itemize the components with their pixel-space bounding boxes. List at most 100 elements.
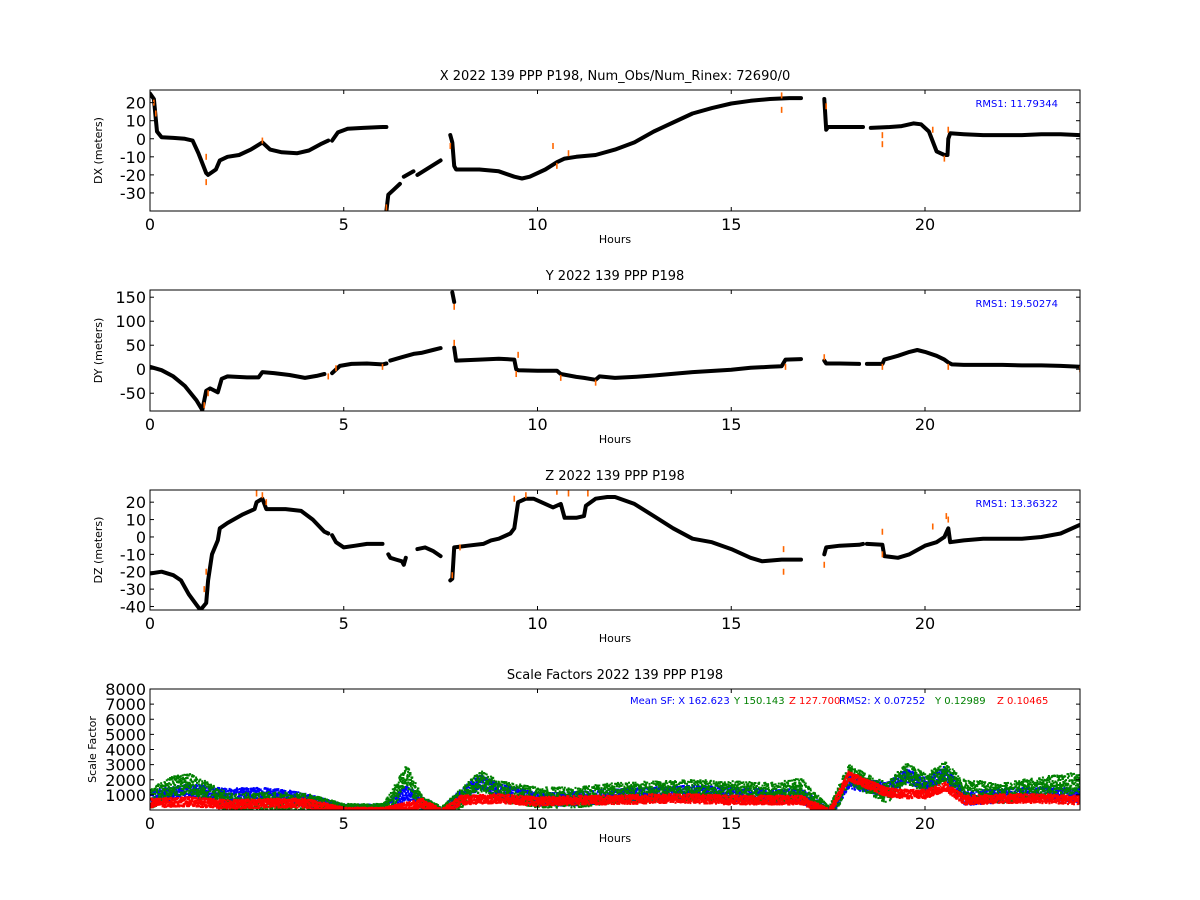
outlier-point-10 [567,490,570,497]
sf-point [179,788,182,791]
sf-point [610,790,613,793]
x-tick-label: 0 [145,215,155,234]
x-tick-label: 0 [145,614,155,633]
sf-point [553,792,556,795]
sf-point [283,789,285,792]
sf-point [223,787,226,790]
sf-point [738,791,741,794]
sf-point [497,783,500,786]
y-tick-label: -30 [120,184,146,203]
y-tick-label: -50 [120,384,146,403]
sf-point [265,787,268,790]
sf-point [574,795,577,798]
sf-point [255,790,258,793]
sf-point [270,790,273,793]
x-tick-label: 10 [527,215,547,234]
sf-point [238,788,241,790]
y-tick-label: -20 [120,166,146,185]
outlier-point-14 [947,363,950,370]
sf-point [470,780,473,783]
series-0-segment-2 [384,181,402,211]
sf-point [406,785,409,788]
sf-point [185,793,188,795]
outlier-point-14 [823,561,826,568]
y-tick-label: 150 [115,288,146,307]
sf-point [845,790,848,793]
outlier-point-1 [207,390,209,397]
x-tick-label: 5 [339,215,349,234]
sf-point [676,785,679,788]
sf-point [276,794,279,797]
sf-point [290,791,292,794]
sf-point [400,796,403,799]
sf-point [174,790,177,793]
outlier-point-11 [780,106,783,113]
rms-annotation: RMS1: 19.50274 [975,299,1058,310]
x-tick-label: 10 [527,614,547,633]
y-tick-label: 0 [136,528,146,547]
sf-point [490,783,493,786]
chart-panel-3: 0 5 10 15 2010002000300040005000600070008000… [86,668,1081,845]
rms-annotation: RMS1: 11.79344 [975,99,1058,110]
sf-point [238,795,241,798]
y-tick-label: 10 [126,112,146,131]
sf-point [275,788,278,791]
series-0-segment-5 [448,96,803,181]
outlier-point-3 [335,365,337,372]
rms-annotation: RMS1: 13.36322 [975,499,1058,510]
sf-point [411,794,414,797]
sf-point [711,785,714,788]
sf-point [276,793,278,796]
y-tick-label: 20 [126,493,146,512]
outlier-point-2 [205,179,207,186]
series-0-segment-5 [822,358,862,366]
sf-point [256,797,258,800]
sf-point [152,790,155,793]
sf-point [385,802,388,805]
y-tick-label: 100 [115,312,146,331]
y-tick-label: 0 [136,360,146,379]
sf-point [850,784,853,787]
sf-point [250,787,253,790]
sf-point [855,785,858,788]
sf-point [284,790,287,792]
sf-point [489,783,491,785]
sf-point [249,795,251,798]
sf-point [186,788,189,791]
sf-point [670,791,673,794]
y-tick-label: -20 [120,563,146,582]
sf-point [848,785,851,788]
sf-point [741,793,743,796]
sf-point [269,791,272,794]
outlier-point-6 [449,142,452,149]
x-tick-label: 15 [721,415,741,434]
sf-point [401,792,404,795]
sf-point [470,782,473,785]
outlier-point-12 [825,103,827,110]
outlier-point-18 [947,516,950,523]
sf-point [220,787,223,790]
sf-point [843,793,846,795]
sf-point [732,790,735,793]
sf-point [276,789,279,792]
series-0-segment-2 [388,346,443,363]
sf-point [194,795,197,798]
sf-point [761,788,764,791]
x-tick-label: 20 [915,215,935,234]
sf-point [237,788,239,791]
sf-point [222,788,225,790]
series-0-segment-3 [415,545,443,559]
sf-point [395,798,398,801]
sf-point [297,791,300,794]
outlier-point-4 [261,137,264,144]
sf-point [237,791,240,794]
sf-point [707,790,710,793]
outlier-point-16 [943,155,946,162]
x-tick-label: 20 [915,415,935,434]
sf-point [644,792,647,795]
sf-point [267,793,270,795]
outlier-point-7 [515,371,517,378]
plot-area [150,91,1080,211]
sf-point [402,788,404,791]
